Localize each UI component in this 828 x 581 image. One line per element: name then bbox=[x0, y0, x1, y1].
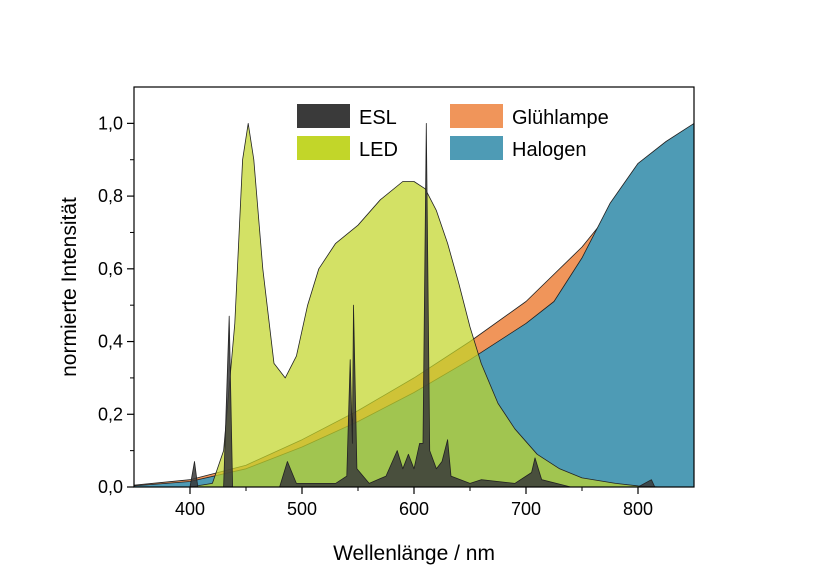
legend-swatch-halogen bbox=[450, 136, 503, 160]
legend-label-led: LED bbox=[359, 139, 398, 161]
legend-swatch-led bbox=[297, 136, 350, 160]
x-tick-label: 500 bbox=[287, 499, 317, 519]
y-tick-label: 0,2 bbox=[98, 404, 123, 424]
y-tick-label: 0,4 bbox=[98, 332, 123, 352]
y-axis-title: normierte Intensität bbox=[58, 197, 81, 377]
y-tick-label: 1,0 bbox=[98, 113, 123, 133]
plot-area bbox=[133, 123, 695, 488]
legend-label-halogen: Halogen bbox=[512, 139, 587, 161]
legend: ESL Glühlampe LED Halogen bbox=[297, 104, 609, 161]
x-axis: 400 500 600 700 800 bbox=[175, 487, 653, 519]
y-tick-label: 0,6 bbox=[98, 259, 123, 279]
y-axis: 0,0 0,2 0,4 0,6 0,8 1,0 bbox=[98, 113, 134, 497]
legend-label-gluehlampe: Glühlampe bbox=[512, 107, 609, 129]
y-tick-label: 0,8 bbox=[98, 186, 123, 206]
legend-swatch-esl bbox=[297, 104, 350, 128]
x-tick-label: 700 bbox=[511, 499, 541, 519]
x-tick-label: 400 bbox=[175, 499, 205, 519]
legend-label-esl: ESL bbox=[359, 107, 397, 129]
x-tick-label: 600 bbox=[399, 499, 429, 519]
legend-swatch-gluehlampe bbox=[450, 104, 503, 128]
y-tick-label: 0,0 bbox=[98, 477, 123, 497]
x-tick-label: 800 bbox=[623, 499, 653, 519]
x-axis-title: Wellenlänge / nm bbox=[333, 542, 495, 565]
